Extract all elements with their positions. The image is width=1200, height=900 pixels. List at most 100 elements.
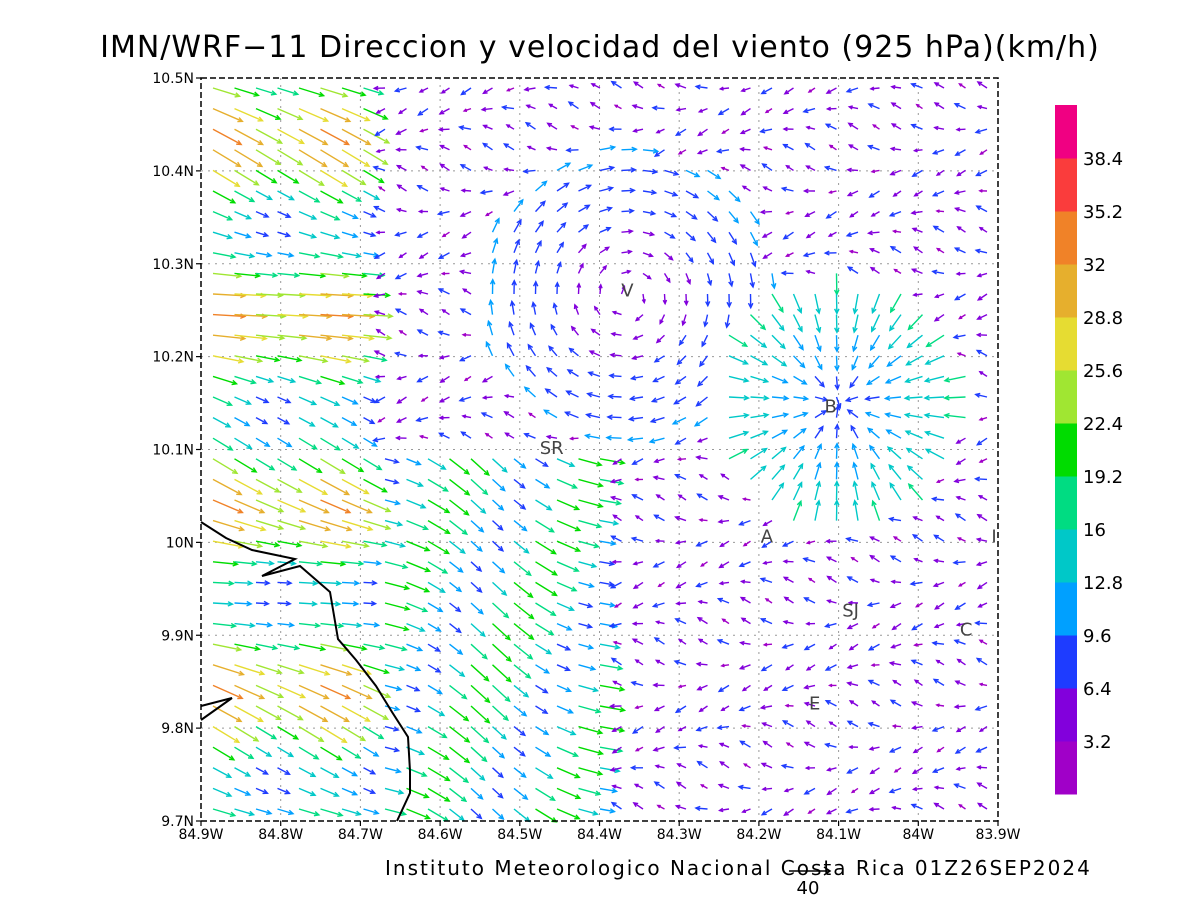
wind-vector	[913, 679, 923, 686]
wind-vector	[728, 412, 750, 419]
wind-vector	[728, 190, 741, 203]
wind-vector	[394, 231, 407, 237]
wind-vector	[718, 742, 730, 748]
wind-vector	[979, 149, 988, 156]
wind-vector	[911, 767, 923, 775]
wind-vector	[825, 106, 837, 112]
wind-vector	[234, 128, 265, 146]
wind-vector	[792, 462, 804, 480]
wind-vector	[611, 746, 622, 754]
wind-vector	[470, 684, 491, 704]
wind-vector	[826, 575, 837, 583]
wind-vector	[449, 808, 465, 822]
wind-vector	[373, 310, 386, 316]
wind-vector	[556, 540, 582, 552]
wind-vector	[848, 700, 859, 707]
wind-vector	[427, 705, 446, 717]
wind-vector	[320, 210, 341, 221]
wind-vector	[848, 745, 859, 750]
wind-vector	[234, 107, 264, 122]
wind-vector	[372, 85, 386, 91]
wind-vector	[866, 230, 880, 236]
wind-vector	[372, 293, 386, 298]
colorbar-segment	[1055, 741, 1077, 795]
wind-vector	[771, 464, 786, 480]
wind-vector	[535, 180, 548, 192]
wind-vector	[868, 355, 881, 369]
wind-vector	[298, 210, 318, 220]
wind-vector	[416, 329, 429, 336]
wind-vector	[978, 639, 988, 645]
wind-vector	[212, 767, 233, 779]
wind-vector	[481, 375, 493, 383]
wind-vector	[674, 128, 687, 137]
wind-vector	[363, 231, 377, 238]
wind-vector	[793, 375, 808, 385]
wind-vector	[363, 107, 389, 120]
wind-vector	[449, 623, 462, 634]
wind-vector	[634, 477, 644, 482]
wind-vector	[460, 87, 472, 96]
wind-vector	[374, 374, 386, 379]
wind-vector	[802, 557, 816, 563]
wind-vector	[933, 534, 945, 542]
wind-vector	[578, 664, 597, 671]
wind-vector	[652, 746, 665, 752]
wind-vector	[506, 342, 515, 357]
wind-vector	[298, 272, 327, 279]
wind-vector	[685, 211, 698, 220]
wind-vector	[675, 581, 687, 589]
wind-vector	[212, 149, 242, 168]
wind-vector	[677, 684, 687, 689]
wind-vector	[978, 458, 988, 463]
wind-vector	[953, 247, 966, 254]
wind-vector	[234, 684, 266, 700]
wind-vector	[415, 145, 429, 151]
wind-vector	[427, 458, 447, 470]
wind-vector	[341, 190, 363, 202]
wind-vector	[492, 602, 510, 619]
wind-vector	[492, 581, 508, 597]
wind-vector	[913, 190, 923, 197]
wind-vector	[212, 87, 242, 98]
wind-vector	[406, 478, 425, 487]
wind-vector	[341, 252, 363, 259]
wind-vector	[277, 643, 301, 651]
wind-vector	[599, 145, 617, 151]
wind-vector	[298, 560, 324, 567]
wind-vector	[341, 231, 359, 239]
wind-vector	[234, 705, 264, 723]
wind-vector	[427, 519, 451, 535]
wind-vector	[406, 684, 421, 692]
wind-vector	[976, 81, 988, 89]
wind-vector	[696, 149, 708, 155]
wind-vector	[234, 210, 253, 220]
wind-vector	[416, 231, 429, 238]
wind-vector	[578, 684, 600, 693]
wind-vector	[470, 746, 488, 763]
wind-vector	[212, 808, 237, 817]
wind-vector	[500, 104, 515, 111]
wind-vector	[762, 252, 773, 260]
wind-vector	[700, 561, 708, 567]
wind-vector	[814, 334, 822, 353]
wind-vector	[871, 623, 880, 629]
wind-vector	[384, 746, 401, 753]
wind-vector	[678, 334, 687, 346]
wind-vector	[890, 643, 902, 649]
wind-vector	[599, 560, 616, 567]
wind-vector	[953, 293, 966, 301]
wind-vector	[720, 166, 730, 172]
wind-vector	[885, 429, 902, 439]
wind-vector	[568, 347, 579, 357]
wind-vector	[396, 184, 407, 192]
lat-tick-label: 10.4N	[152, 164, 194, 180]
wind-vector	[492, 520, 504, 531]
wind-vector	[740, 617, 751, 625]
wind-vector	[513, 767, 527, 779]
wind-vector	[363, 416, 376, 425]
wind-vector	[750, 355, 769, 366]
wind-vector	[298, 149, 328, 168]
wind-vector	[851, 355, 859, 371]
wind-vector	[976, 272, 988, 278]
